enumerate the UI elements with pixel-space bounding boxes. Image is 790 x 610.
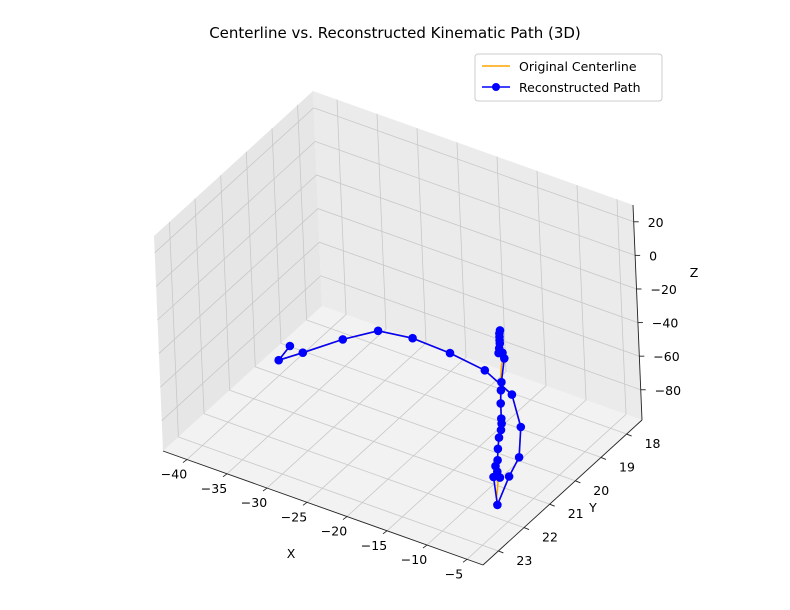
- z-axis-line: [632, 204, 643, 421]
- y-axis-label: Y: [588, 500, 597, 515]
- x-grid-line: [306, 142, 467, 503]
- legend-marker-reconstructed: [492, 83, 500, 91]
- data-point: [274, 355, 284, 365]
- x-grid-line: [226, 113, 387, 475]
- x-tick-label: −25: [281, 509, 307, 524]
- z-tick-label: −40: [652, 316, 678, 331]
- x-tick-label: −10: [401, 552, 427, 567]
- legend-label-reconstructed: Reconstructed Path: [519, 80, 641, 95]
- x-tick-label: −15: [361, 538, 387, 553]
- data-point: [373, 326, 383, 336]
- y-tick-label: 22: [542, 530, 558, 545]
- x-axis-label: X: [287, 546, 296, 561]
- data-point: [285, 341, 295, 351]
- axis-panes: [154, 91, 642, 565]
- data-point: [514, 453, 524, 462]
- data-point: [493, 455, 502, 465]
- y-tick-mark: [549, 503, 555, 507]
- y-axis-line: [482, 419, 643, 566]
- data-point: [507, 390, 517, 399]
- x-tick-label: −5: [445, 566, 463, 581]
- data-point: [496, 399, 506, 408]
- data-point: [497, 414, 506, 423]
- y-tick-mark: [498, 550, 504, 554]
- chart-title: Centerline vs. Reconstructed Kinematic P…: [209, 24, 581, 42]
- z-tick-label: 0: [649, 248, 657, 263]
- z-grid-line: [155, 140, 636, 287]
- axis-lines: [162, 204, 646, 566]
- data-point: [516, 422, 526, 432]
- data-point: [496, 386, 506, 395]
- x-grid-line: [386, 170, 547, 532]
- x-tick-mark: [262, 487, 268, 492]
- z-tick-label: −60: [653, 349, 679, 364]
- z-tick-label: −20: [651, 282, 677, 297]
- z-grid-line: [161, 275, 641, 422]
- y-tick-mark: [575, 480, 581, 484]
- x-tick-label: −20: [321, 524, 347, 539]
- x-grid-line: [426, 184, 587, 546]
- z-tick-label: −80: [655, 383, 681, 398]
- x-grid-line: [186, 99, 347, 460]
- x-tick-mark: [222, 473, 228, 478]
- x-tick-mark: [182, 459, 188, 463]
- y-tick-label: 21: [568, 506, 584, 521]
- side-pane: [154, 91, 322, 451]
- z-grid-line: [160, 241, 640, 388]
- data-point: [495, 326, 505, 335]
- x-tick-label: −30: [241, 495, 267, 510]
- floor-pane: [163, 306, 642, 565]
- x-tick-label: −40: [161, 467, 187, 482]
- z-grid-line: [154, 107, 634, 254]
- y-tick-mark: [600, 457, 607, 460]
- y-grid-line: [194, 198, 525, 528]
- y-grid-line: [169, 221, 499, 552]
- y-tick-mark: [626, 433, 632, 437]
- data-series: [274, 326, 526, 510]
- data-point: [408, 333, 417, 343]
- data-point: [493, 500, 502, 510]
- data-point: [493, 444, 503, 454]
- z-tick-label: 20: [648, 215, 664, 230]
- back-pane: [313, 91, 642, 420]
- data-point: [445, 348, 455, 358]
- data-point: [495, 473, 505, 482]
- grid-lines: [154, 99, 641, 560]
- x-tick-mark: [462, 558, 468, 563]
- z-grid-line: [157, 174, 637, 321]
- data-point: [480, 366, 490, 375]
- legend-label-centerline: Original Centerline: [519, 59, 637, 74]
- x-tick-mark: [422, 544, 428, 549]
- x-axis-line: [162, 450, 484, 566]
- z-axis-label: Z: [690, 265, 699, 280]
- data-point: [497, 377, 506, 387]
- data-point: [298, 348, 308, 358]
- data-point: [496, 425, 506, 435]
- y-tick-label: 18: [645, 436, 661, 451]
- legend: Original Centerline Reconstructed Path: [474, 53, 663, 102]
- y-grid-line: [220, 175, 550, 505]
- y-grid-line: [297, 104, 627, 435]
- y-tick-label: 20: [593, 483, 609, 498]
- legend-box: [474, 53, 663, 102]
- y-grid-line: [271, 128, 602, 458]
- data-point: [494, 433, 504, 442]
- y-grid-line: [245, 151, 576, 482]
- x-tick-label: −35: [201, 481, 227, 496]
- tick-labels: −40 −35 −30 −25 −20 −15 −10 −5 18 19 20 21 22 23 20 0 −2…: [161, 215, 681, 581]
- y-tick-label: 23: [516, 553, 532, 568]
- y-tick-mark: [523, 527, 530, 530]
- data-point: [338, 335, 348, 344]
- x-tick-mark: [382, 530, 388, 535]
- x-tick-mark: [342, 516, 348, 520]
- x-tick-mark: [302, 501, 308, 506]
- z-grid-line: [158, 208, 639, 354]
- data-point: [504, 472, 514, 481]
- y-tick-label: 19: [619, 459, 635, 474]
- x-grid-line: [466, 199, 627, 560]
- x-grid-line: [346, 156, 507, 517]
